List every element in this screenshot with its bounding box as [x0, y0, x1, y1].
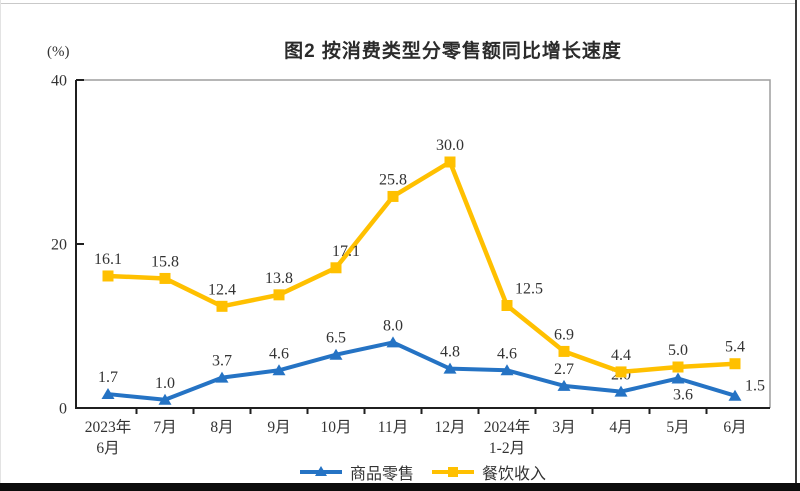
page-top-border — [0, 3, 795, 4]
y-axis-unit-label: (%) — [47, 44, 70, 60]
data-label: 15.8 — [151, 253, 179, 270]
page-left-border — [0, 0, 1, 483]
data-label: 12.4 — [208, 281, 236, 298]
triangle-marker-icon — [314, 466, 327, 476]
legend-item-0: 商品零售 — [299, 460, 414, 484]
square-marker-icon — [448, 467, 458, 477]
triangle-marker — [557, 379, 571, 391]
x-tick-label: 10月 — [320, 419, 351, 436]
x-tick-label: 5月 — [666, 419, 689, 436]
data-label: 5.0 — [668, 342, 688, 359]
square-marker — [501, 300, 513, 311]
data-label: 3.7 — [212, 353, 232, 370]
data-label: 5.4 — [725, 339, 745, 356]
x-tick-label: 2023年 6月 — [85, 418, 132, 457]
chart-title: 图2 按消费类型分零售额同比增长速度 — [284, 41, 622, 62]
square-marker — [387, 190, 399, 202]
legend-line-sample — [432, 466, 474, 478]
data-label: 4.8 — [440, 344, 460, 361]
x-tick-label: 8月 — [210, 419, 233, 436]
x-tick-label: 3月 — [552, 419, 575, 436]
y-tick-label: 0 — [59, 401, 67, 418]
data-label: 1.7 — [98, 369, 118, 386]
triangle-marker — [386, 336, 400, 348]
x-tick-label: 11月 — [378, 419, 408, 436]
data-label: 1.0 — [155, 375, 175, 392]
triangle-marker — [671, 372, 685, 384]
data-label: 17.1 — [332, 243, 360, 260]
plot-frame — [76, 79, 771, 408]
triangle-marker — [614, 385, 628, 397]
square-marker — [729, 358, 741, 370]
triangle-marker — [272, 364, 286, 376]
triangle-marker — [101, 388, 115, 400]
axis-lines — [75, 80, 770, 409]
data-label: 1.5 — [745, 378, 765, 395]
series-line-0 — [106, 340, 737, 402]
x-tick-label: 7月 — [153, 419, 176, 436]
data-label: 8.0 — [383, 317, 403, 334]
y-tick-label: 40 — [51, 73, 67, 90]
triangle-marker — [158, 393, 172, 405]
legend-label: 商品零售 — [349, 466, 414, 483]
data-label: 6.9 — [554, 326, 574, 343]
square-marker — [159, 272, 171, 284]
square-marker — [273, 289, 285, 301]
chart-legend: 商品零售 餐饮收入 — [76, 461, 770, 483]
x-tick-label: 2024年 1-2月 — [484, 418, 531, 457]
x-tick-label: 9月 — [267, 419, 290, 436]
square-marker — [216, 300, 228, 312]
triangle-marker — [329, 348, 343, 360]
x-tick-label: 6月 — [723, 419, 746, 436]
data-label: 4.4 — [611, 347, 631, 364]
data-label: 4.6 — [497, 345, 517, 362]
legend-item-1: 餐饮收入 — [432, 460, 546, 484]
series-line-1 — [105, 159, 738, 375]
triangle-marker — [728, 389, 742, 401]
data-label: 12.5 — [515, 281, 543, 298]
x-tick-label: 4月 — [609, 419, 632, 436]
page-bottom-border — [0, 483, 800, 491]
data-label: 16.1 — [94, 251, 122, 268]
legend-line-sample — [299, 466, 342, 478]
square-marker — [615, 366, 627, 378]
triangle-marker — [443, 362, 457, 374]
data-label: 6.5 — [326, 330, 346, 347]
triangle-marker — [215, 371, 229, 383]
data-label: 25.8 — [379, 171, 407, 188]
data-label: 2.7 — [554, 361, 574, 378]
square-marker — [558, 345, 570, 357]
page-right-border — [795, 0, 797, 483]
data-label: 4.6 — [269, 345, 289, 362]
legend-label: 餐饮收入 — [482, 466, 547, 483]
triangle-marker — [500, 364, 514, 376]
square-marker — [444, 156, 456, 168]
data-label: 13.8 — [265, 270, 293, 287]
data-label: 3.6 — [673, 386, 693, 403]
x-tick-label: 12月 — [434, 419, 465, 436]
square-marker — [102, 270, 114, 282]
y-tick-label: 20 — [51, 237, 67, 254]
square-marker — [672, 361, 684, 373]
square-marker — [330, 262, 342, 274]
data-label: 30.0 — [436, 137, 464, 154]
